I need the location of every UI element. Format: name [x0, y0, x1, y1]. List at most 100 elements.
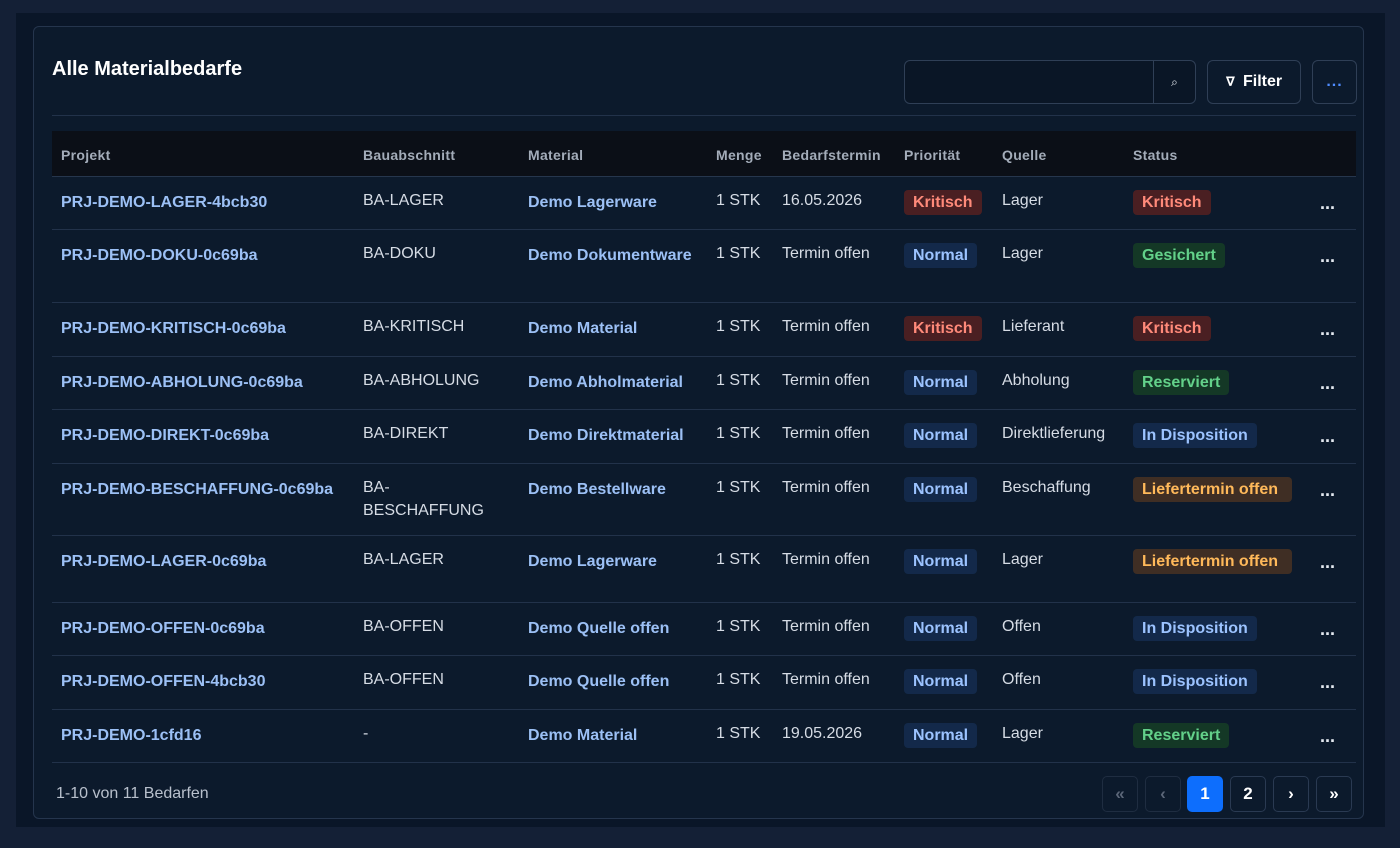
bauabschnitt-cell: BA-OFFEN	[363, 671, 444, 688]
due-date-cell: Termin offen	[782, 551, 870, 568]
table-row[interactable]: PRJ-DEMO-BESCHAFFUNG-0c69ba BA-BESCHAFFUN…	[52, 464, 1356, 536]
filter-label: Filter	[1242, 73, 1283, 90]
bauabschnitt-cell: BA-LAGER	[363, 551, 444, 568]
source-cell: Offen	[1002, 618, 1041, 635]
search-button[interactable]: ⌕	[1153, 61, 1195, 103]
material-link[interactable]: Demo Dokumentware	[528, 247, 692, 264]
row-actions-button[interactable]: ...	[1320, 552, 1336, 572]
due-date-cell: Termin offen	[782, 618, 870, 635]
pagination-first-button[interactable]: «	[1102, 776, 1138, 812]
row-actions-button[interactable]: ...	[1320, 319, 1336, 339]
priority-badge: Normal	[904, 669, 978, 694]
priority-badge: Normal	[904, 370, 978, 395]
row-actions-button[interactable]: ...	[1320, 726, 1336, 746]
column-header-menge[interactable]: Menge	[716, 147, 762, 163]
project-link[interactable]: PRJ-DEMO-BESCHAFFUNG-0c69ba	[61, 481, 334, 498]
column-header-material[interactable]: Material	[528, 147, 584, 163]
due-date-cell: Termin offen	[782, 245, 870, 262]
table-row[interactable]: PRJ-DEMO-ABHOLUNG-0c69ba BA-ABHOLUNG Demo …	[52, 357, 1356, 410]
project-link[interactable]: PRJ-DEMO-KRITISCH-0c69ba	[61, 320, 286, 337]
table-row[interactable]: PRJ-DEMO-OFFEN-4bcb30 BA-OFFEN Demo Quelle…	[52, 656, 1356, 710]
status-badge: In Disposition	[1133, 423, 1257, 448]
row-actions-button[interactable]: ...	[1320, 373, 1336, 393]
table-header: Projekt Bauabschnitt Material Menge Beda…	[52, 131, 1356, 177]
material-link[interactable]: Demo Quelle offen	[528, 620, 670, 637]
filter-button[interactable]: ∇ Filter	[1207, 60, 1301, 104]
material-requirements-card: Alle Materialbedarfe ⌕ ∇ Filter ... Proj…	[33, 26, 1364, 819]
card-header: Alle Materialbedarfe ⌕ ∇ Filter ...	[52, 46, 1357, 116]
source-cell: Beschaffung	[1002, 479, 1091, 496]
material-link[interactable]: Demo Lagerware	[528, 553, 657, 570]
project-link[interactable]: PRJ-DEMO-LAGER-0c69ba	[61, 553, 267, 570]
pagination-page-2[interactable]: 2	[1230, 776, 1266, 812]
bauabschnitt-cell: BA-BESCHAFFUNG	[363, 479, 484, 519]
quantity-cell: 1 STK	[716, 551, 761, 568]
table-row[interactable]: PRJ-DEMO-DIREKT-0c69ba BA-DIREKT Demo Dire…	[52, 410, 1356, 464]
pagination-prev-button[interactable]: ‹	[1145, 776, 1181, 812]
project-link[interactable]: PRJ-DEMO-DIREKT-0c69ba	[61, 427, 270, 444]
status-badge: Reserviert	[1133, 723, 1230, 748]
quantity-cell: 1 STK	[716, 372, 761, 389]
table-row[interactable]: PRJ-DEMO-OFFEN-0c69ba BA-OFFEN Demo Quelle…	[52, 603, 1356, 656]
priority-badge: Kritisch	[904, 316, 982, 341]
bauabschnitt-cell: BA-ABHOLUNG	[363, 372, 480, 389]
quantity-cell: 1 STK	[716, 725, 761, 742]
more-options-button[interactable]: ...	[1312, 60, 1357, 104]
project-link[interactable]: PRJ-DEMO-LAGER-4bcb30	[61, 194, 268, 211]
status-badge: Reserviert	[1133, 370, 1230, 395]
source-cell: Lieferant	[1002, 318, 1065, 335]
project-link[interactable]: PRJ-DEMO-ABHOLUNG-0c69ba	[61, 374, 303, 391]
pagination-last-button[interactable]: »	[1316, 776, 1352, 812]
material-link[interactable]: Demo Direktmaterial	[528, 427, 684, 444]
material-link[interactable]: Demo Lagerware	[528, 194, 657, 211]
project-link[interactable]: PRJ-DEMO-1cfd16	[61, 727, 202, 744]
pagination-page-1[interactable]: 1	[1187, 776, 1223, 812]
search-input[interactable]	[905, 61, 1153, 103]
table-row[interactable]: PRJ-DEMO-KRITISCH-0c69ba BA-KRITISCH Demo …	[52, 303, 1356, 357]
row-actions-button[interactable]: ...	[1320, 672, 1336, 692]
requirements-table: Projekt Bauabschnitt Material Menge Beda…	[52, 131, 1356, 763]
column-header-status[interactable]: Status	[1133, 147, 1178, 163]
due-date-cell: 19.05.2026	[782, 725, 863, 742]
row-actions-button[interactable]: ...	[1320, 426, 1336, 446]
column-header-prioritaet[interactable]: Priorität	[904, 147, 961, 163]
table-row[interactable]: PRJ-DEMO-1cfd16 - Demo Material 1 STK 19.05.…	[52, 710, 1356, 763]
row-actions-button[interactable]: ...	[1320, 193, 1336, 213]
material-link[interactable]: Demo Material	[528, 320, 638, 337]
project-link[interactable]: PRJ-DEMO-OFFEN-0c69ba	[61, 620, 265, 637]
table-row[interactable]: PRJ-DEMO-LAGER-4bcb30 BA-LAGER Demo Lagerw…	[52, 177, 1356, 230]
table-row[interactable]: PRJ-DEMO-DOKU-0c69ba BA-DOKU Demo Dokument…	[52, 230, 1356, 303]
status-badge: Kritisch	[1133, 316, 1211, 341]
source-cell: Lager	[1002, 551, 1043, 568]
row-actions-button[interactable]: ...	[1320, 480, 1336, 500]
project-link[interactable]: PRJ-DEMO-OFFEN-4bcb30	[61, 673, 266, 690]
column-header-projekt[interactable]: Projekt	[61, 147, 111, 163]
material-link[interactable]: Demo Abholmaterial	[528, 374, 683, 391]
source-cell: Direktlieferung	[1002, 425, 1106, 442]
project-link[interactable]: PRJ-DEMO-DOKU-0c69ba	[61, 247, 258, 264]
pagination-next-button[interactable]: ›	[1273, 776, 1309, 812]
material-link[interactable]: Demo Quelle offen	[528, 673, 670, 690]
source-cell: Lager	[1002, 192, 1043, 209]
quantity-cell: 1 STK	[716, 618, 761, 635]
column-header-quelle[interactable]: Quelle	[1002, 147, 1047, 163]
material-link[interactable]: Demo Material	[528, 727, 638, 744]
priority-badge: Normal	[904, 423, 978, 448]
column-header-bedarfstermin[interactable]: Bedarfstermin	[782, 147, 881, 163]
due-date-cell: 16.05.2026	[782, 192, 863, 209]
column-header-bauabschnitt[interactable]: Bauabschnitt	[363, 147, 456, 163]
quantity-cell: 1 STK	[716, 425, 761, 442]
bauabschnitt-cell: BA-DOKU	[363, 245, 436, 262]
bauabschnitt-cell: BA-LAGER	[363, 192, 444, 209]
app-background: Alle Materialbedarfe ⌕ ∇ Filter ... Proj…	[16, 13, 1385, 827]
table-row[interactable]: PRJ-DEMO-LAGER-0c69ba BA-LAGER Demo Lagerw…	[52, 536, 1356, 603]
bauabschnitt-cell: BA-KRITISCH	[363, 318, 465, 335]
status-badge: Liefertermin offen	[1133, 477, 1292, 502]
row-actions-button[interactable]: ...	[1320, 246, 1336, 266]
row-actions-button[interactable]: ...	[1320, 619, 1336, 639]
source-cell: Lager	[1002, 725, 1043, 742]
due-date-cell: Termin offen	[782, 479, 870, 496]
material-link[interactable]: Demo Bestellware	[528, 481, 666, 498]
quantity-cell: 1 STK	[716, 479, 761, 496]
page-title: Alle Materialbedarfe	[52, 58, 243, 80]
